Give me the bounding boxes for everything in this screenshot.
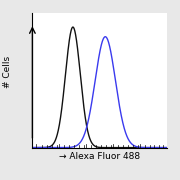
X-axis label: → Alexa Fluor 488: → Alexa Fluor 488 [59,152,140,161]
Text: # Cells: # Cells [3,56,12,88]
